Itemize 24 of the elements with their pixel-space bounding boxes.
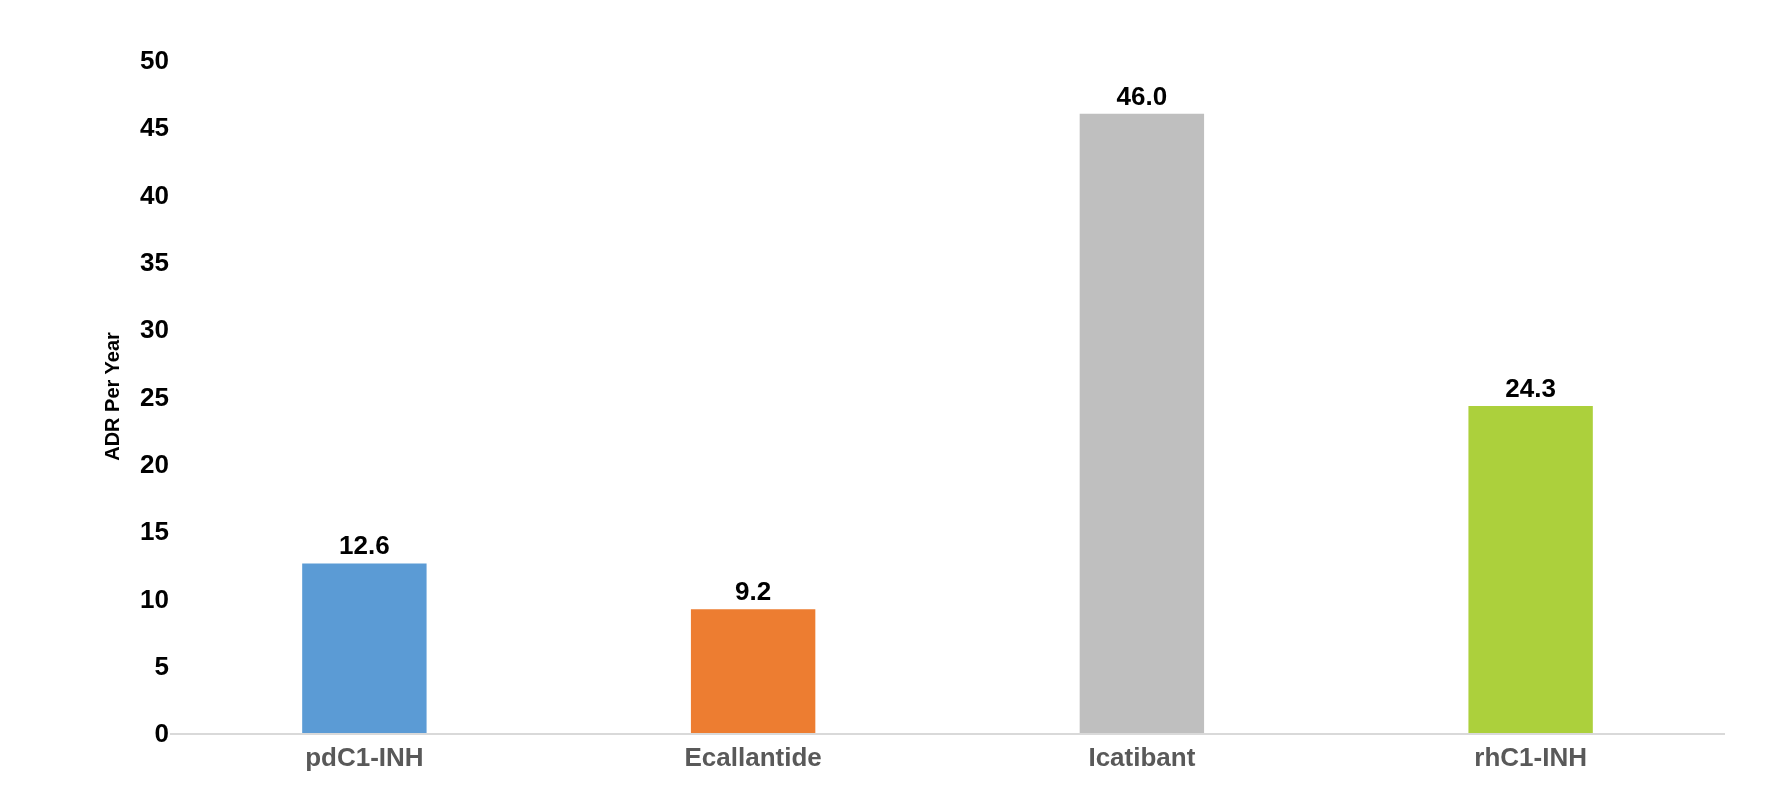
x-tick-label: rhC1-INH	[1474, 741, 1587, 772]
y-tick-label: 35	[140, 247, 169, 277]
y-tick-label: 10	[140, 583, 169, 614]
x-tick-label: pdC1-INH	[305, 741, 424, 772]
x-tick-label: Icatibant	[1088, 741, 1196, 772]
data-label: 9.2	[735, 576, 772, 607]
y-tick-label: 45	[140, 112, 169, 143]
bar	[1079, 113, 1205, 733]
y-tick-label: 15	[140, 516, 169, 547]
bar	[302, 563, 427, 733]
y-tick-label: 30	[140, 314, 169, 345]
y-axis-title: ADR Per Year	[100, 331, 123, 461]
y-tick-label: 50	[140, 45, 169, 76]
y-tick-label: 5	[154, 650, 169, 681]
y-tick-label: 0	[154, 718, 169, 749]
y-tick-label: 20	[140, 448, 169, 479]
data-label: 12.6	[339, 530, 390, 561]
y-tick-label: 25	[140, 381, 169, 412]
data-label: 46.0	[1116, 80, 1168, 111]
bar	[1468, 405, 1593, 733]
x-tick-label: Ecallantide	[684, 741, 822, 772]
y-tick-label: 40	[140, 179, 169, 210]
data-label: 24.3	[1505, 372, 1556, 403]
bar	[690, 609, 816, 733]
